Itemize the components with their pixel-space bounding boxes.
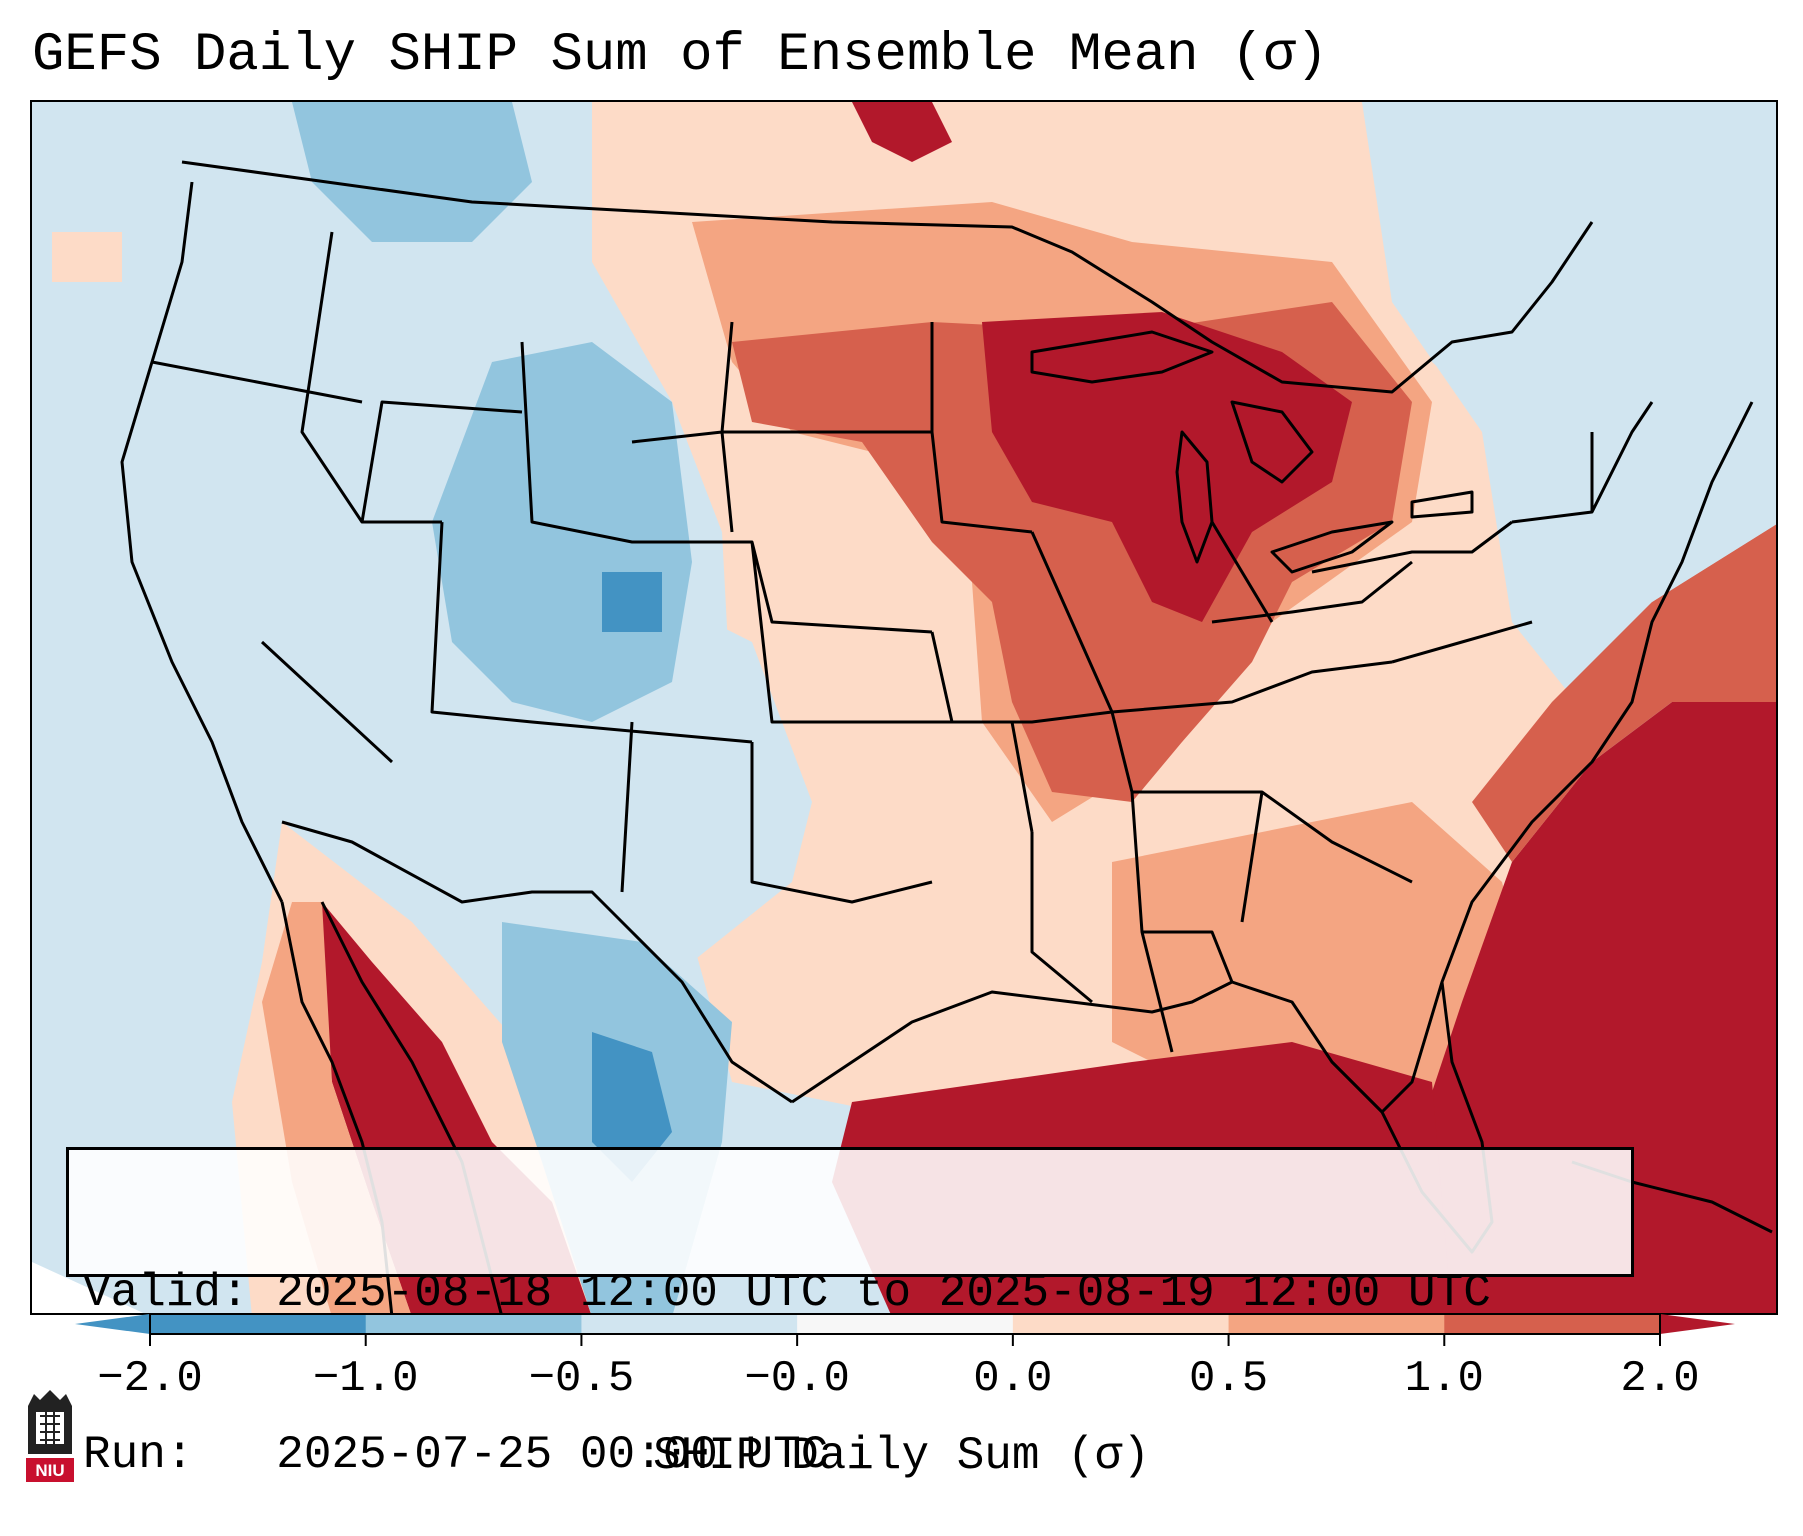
lake-huron — [1230, 400, 1314, 484]
colorbar-bin — [1228, 1314, 1445, 1334]
coastline-west — [120, 181, 284, 903]
region-strong-negative-mexico — [592, 1032, 672, 1182]
colorbar-bin — [150, 1314, 367, 1334]
region-strong-negative-colorado — [602, 572, 662, 632]
region-strong-positive-atlantic-band — [1472, 524, 1776, 862]
page-title: GEFS Daily SHIP Sum of Ensemble Mean (σ) — [32, 25, 1329, 86]
region-mid-negative-northwest — [292, 102, 532, 242]
colorbar-tick-label: −0.0 — [744, 1354, 850, 1404]
region-weak-negative-northeast — [1362, 102, 1776, 602]
state-lines — [151, 231, 1654, 1053]
lake-ontario — [1410, 490, 1474, 519]
colorbar-tick-label: 2.0 — [1620, 1354, 1699, 1404]
lake-erie — [1270, 520, 1394, 574]
colorbar-outline — [149, 1313, 1661, 1335]
colorbar-under-arrow — [75, 1314, 150, 1334]
lake-superior — [1030, 330, 1214, 384]
colorbar-bin — [797, 1314, 1014, 1334]
region-extreme-positive-great-lakes — [982, 312, 1352, 622]
colorbar-over-arrow — [1660, 1314, 1735, 1334]
colorbar-ticks: −2.0 −1.0 −0.5 −0.0 0.0 0.5 1.0 2.0 — [97, 1334, 1700, 1404]
colorbar-tick-label: −1.0 — [313, 1354, 419, 1404]
info-box: Valid: 2025-08-18 12:00 UTC to 2025-08-1… — [66, 1147, 1634, 1481]
colorbar-bin — [1444, 1314, 1661, 1334]
colorbar-tick-label: 0.0 — [973, 1354, 1052, 1404]
lake-michigan — [1175, 430, 1214, 564]
colorbar-tick-label: −2.0 — [97, 1354, 203, 1404]
border-us-mexico — [281, 820, 793, 1104]
colorbar-tick-label: −0.5 — [529, 1354, 635, 1404]
map-panel[interactable] — [30, 100, 1778, 1315]
valid-time-text: Valid: 2025-08-18 12:00 UTC to 2025-08-1… — [83, 1267, 1491, 1319]
region-extreme-positive-north — [852, 102, 952, 162]
colorbar-label: SHIP Daily Sum (σ) — [653, 1430, 1150, 1482]
anomaly-map — [32, 102, 1776, 1313]
colorbar-bin — [1012, 1314, 1230, 1334]
colorbar: −2.0 −1.0 −0.5 −0.0 0.0 0.5 1.0 2.0 — [75, 1313, 1735, 1404]
region-weak-positive-pacific — [52, 232, 122, 282]
colorbar-tick-label: 0.5 — [1189, 1354, 1268, 1404]
colorbar-bin — [581, 1314, 798, 1334]
colorbar-bins — [150, 1314, 1661, 1334]
out-of-domain-area — [32, 1262, 144, 1313]
border-us-canada — [181, 160, 1594, 394]
logo-text: NIU — [35, 1461, 64, 1480]
niu-logo: NIU — [26, 1390, 74, 1482]
colorbar-bin — [365, 1314, 582, 1334]
run-time-text: Run: 2025-07-25 00:00 UTC — [83, 1429, 829, 1481]
colorbar-tick-label: 1.0 — [1405, 1354, 1484, 1404]
